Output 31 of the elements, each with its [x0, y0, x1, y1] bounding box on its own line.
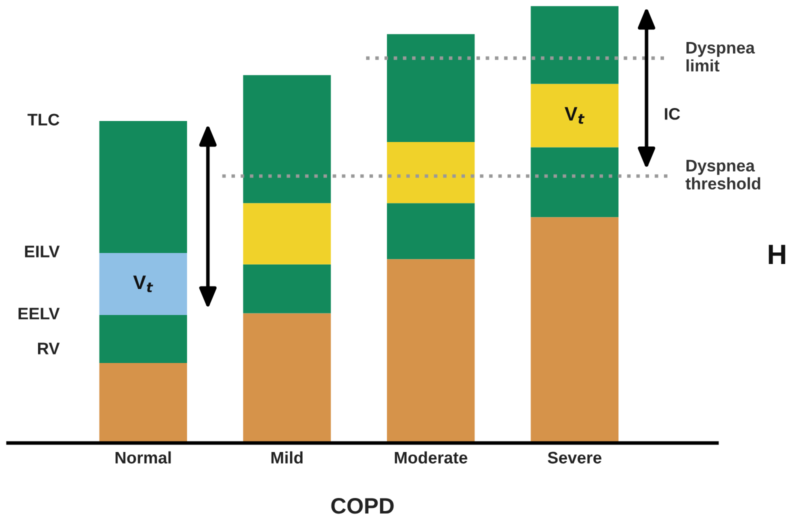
bar — [386, 259, 475, 443]
bar — [99, 252, 188, 315]
text: H — [768, 244, 786, 264]
x-tick-label: Mild — [271, 451, 303, 464]
bar — [530, 6, 618, 84]
ref-line-label: Dyspnea threshold — [686, 160, 760, 190]
bar — [99, 363, 188, 443]
ref-line-label: Dyspnea limit — [686, 42, 755, 72]
annotation: IC — [664, 108, 680, 120]
bar — [243, 203, 331, 264]
annotation: RV — [38, 342, 60, 354]
x-tick-label: Severe — [548, 452, 602, 464]
x-tick-label: Moderate — [394, 451, 468, 464]
annotation: TLC — [28, 114, 60, 126]
bar — [243, 313, 331, 443]
bar — [386, 34, 475, 142]
bar — [386, 142, 475, 204]
bar — [530, 147, 618, 218]
bar — [386, 203, 475, 260]
annotation: V$_{t}$ — [564, 107, 585, 124]
bar — [99, 314, 188, 364]
annotation: V$_{t}$ — [133, 276, 154, 292]
x-tick-label: Normal — [116, 451, 171, 464]
bar — [243, 75, 331, 204]
annotation: EILV — [25, 246, 60, 258]
bar — [530, 84, 618, 148]
bar — [243, 264, 331, 314]
annotation: EELV — [18, 308, 60, 320]
bar — [530, 217, 618, 443]
bar — [99, 121, 188, 253]
x-axis-title: COPD — [331, 498, 394, 514]
